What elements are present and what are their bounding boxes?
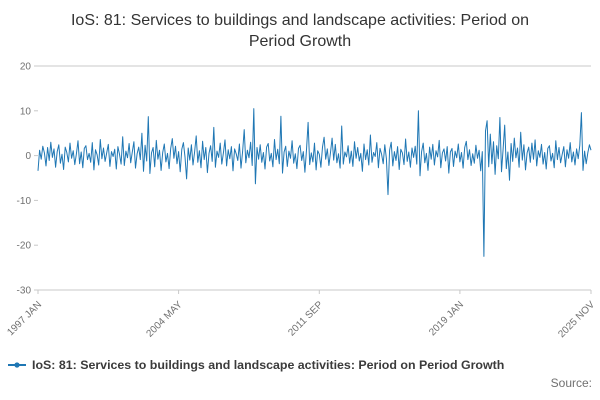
svg-text:-10: -10 [17,196,32,207]
svg-text:0: 0 [25,151,31,162]
line-chart: 20 10 0 -10 -20 -30 1997 JAN 2004 MAY 2011 SEP 20… [5,62,597,341]
chart-title: IoS: 81: Services to buildings and lands… [70,12,530,51]
svg-text:-30: -30 [17,286,32,297]
source-label: Source: [550,376,592,390]
chart-footer: IoS: 81: Services to buildings and lands… [8,358,592,390]
svg-text:1997 JAN: 1997 JAN [5,300,44,339]
legend-label: IoS: 81: Services to buildings and lands… [32,358,505,372]
svg-text:10: 10 [20,107,32,118]
svg-text:2011 SEP: 2011 SEP [286,299,325,338]
svg-text:2025 NOV: 2025 NOV [556,299,597,340]
legend-line-marker [8,362,26,368]
svg-text:20: 20 [20,62,32,73]
legend: IoS: 81: Services to buildings and lands… [8,358,592,372]
svg-text:2019 JAN: 2019 JAN [427,300,466,339]
svg-text:2004 MAY: 2004 MAY [144,299,185,340]
svg-text:-20: -20 [17,241,32,252]
